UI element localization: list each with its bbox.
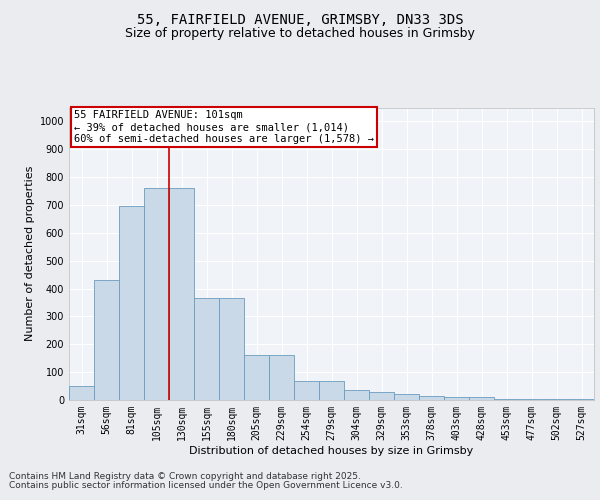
X-axis label: Distribution of detached houses by size in Grimsby: Distribution of detached houses by size …	[190, 446, 473, 456]
Text: 55, FAIRFIELD AVENUE, GRIMSBY, DN33 3DS: 55, FAIRFIELD AVENUE, GRIMSBY, DN33 3DS	[137, 12, 463, 26]
Text: Size of property relative to detached houses in Grimsby: Size of property relative to detached ho…	[125, 28, 475, 40]
Bar	[244, 356, 269, 400]
Y-axis label: Number of detached properties: Number of detached properties	[25, 166, 35, 342]
Bar	[544, 399, 569, 400]
Bar	[169, 188, 194, 400]
Bar	[494, 399, 519, 400]
Bar	[469, 397, 494, 400]
Bar	[294, 380, 319, 400]
Bar	[144, 188, 169, 400]
Bar	[569, 399, 594, 400]
Bar	[344, 390, 369, 400]
Bar	[219, 298, 244, 400]
Text: Contains HM Land Registry data © Crown copyright and database right 2025.: Contains HM Land Registry data © Crown c…	[9, 472, 361, 481]
Bar	[194, 298, 219, 400]
Bar	[119, 206, 144, 400]
Text: 55 FAIRFIELD AVENUE: 101sqm
← 39% of detached houses are smaller (1,014)
60% of : 55 FAIRFIELD AVENUE: 101sqm ← 39% of det…	[74, 110, 374, 144]
Bar	[419, 396, 444, 400]
Text: Contains public sector information licensed under the Open Government Licence v3: Contains public sector information licen…	[9, 481, 403, 490]
Bar	[269, 356, 294, 400]
Bar	[444, 396, 469, 400]
Bar	[319, 380, 344, 400]
Bar	[94, 280, 119, 400]
Bar	[394, 394, 419, 400]
Bar	[69, 386, 94, 400]
Bar	[369, 392, 394, 400]
